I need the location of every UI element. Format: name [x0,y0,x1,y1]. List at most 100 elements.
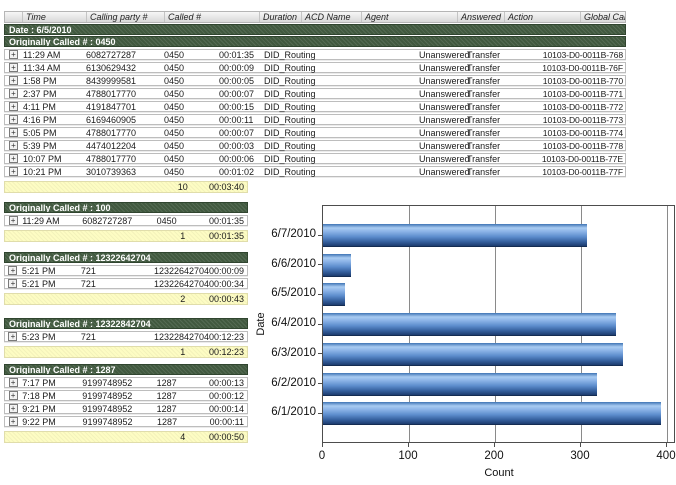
x-axis-tick [322,443,323,447]
expand-row-button[interactable]: + [9,167,18,176]
column-header-agent[interactable]: Agent [361,12,457,22]
expand-row-button[interactable]: + [9,89,18,98]
duration-cell: 00:00:13 [208,377,245,388]
table-header: Time Calling party # Called # Duration A… [4,11,626,23]
answered-cell: Unanswered [419,49,470,60]
called-number-cell: 0450 [164,166,185,177]
column-header-action[interactable]: Action [504,12,580,22]
acd-name-cell: DID_Routing [264,140,316,151]
table-row: +9:22 PM 9199748952 1287 00:00:11 [4,416,248,427]
answered-cell: Unanswered [419,140,470,151]
group-header: Originally Called # : 12322642704 [4,252,248,263]
calling-party-cell: 4788017770 [86,153,137,164]
expand-row-button[interactable]: + [9,63,18,72]
table-row: +5:21 PM 721 12322642704 00:00:34 [4,278,248,289]
duration-cell: 00:00:34 [208,278,245,289]
action-cell: Transfer [467,101,501,112]
calling-party-cell: 721 [80,331,96,342]
expand-row-button[interactable]: + [9,50,18,59]
duration-cell: 00:01:02 [219,166,255,177]
duration-cell: 00:00:09 [208,265,245,276]
expand-cell: + [5,417,21,426]
x-axis-tick-label: 0 [318,450,326,462]
calling-party-cell: 4788017770 [86,127,137,138]
expand-cell: + [5,279,21,288]
expand-row-button[interactable]: + [8,266,18,275]
expand-row-button[interactable]: + [8,378,18,387]
duration-cell: 00:00:15 [219,101,255,112]
y-axis-tick [318,235,322,236]
group-header: Originally Called # : 0450 [4,36,626,47]
group-summary-row: 10 00:03:40 [4,181,248,193]
global-call-id-cell: 10103-D0-0011B-77E [541,153,623,164]
table-row: +7:18 PM 9199748952 1287 00:00:12 [4,390,248,401]
duration-cell: 00:00:07 [219,88,255,99]
action-cell: Transfer [467,153,501,164]
expand-row-button[interactable]: + [9,115,18,124]
column-header-called[interactable]: Called # [164,12,259,22]
answered-cell: Unanswered [419,75,470,86]
duration-cell: 00:00:09 [219,62,255,73]
duration-cell: 00:00:11 [209,416,244,427]
table-row: +7:17 PM 9199748952 1287 00:00:13 [4,377,248,388]
column-header-global-call-id[interactable]: Global Call Id [580,12,625,22]
y-axis-tick [318,353,322,354]
action-cell: Transfer [467,114,501,125]
summary-total-duration: 00:03:40 [208,182,244,192]
table-row: +4:16 PM 6169460905 0450 00:00:11 DID_Routin… [4,114,626,125]
expand-row-button[interactable]: + [9,128,18,137]
time-cell: 10:21 PM [23,166,62,177]
duration-cell: 00:00:11 [219,114,254,125]
expand-row-button[interactable]: + [9,154,18,163]
gridline [667,206,668,442]
expand-row-button[interactable]: + [9,141,18,150]
calling-party-cell: 9199748952 [82,416,133,427]
y-axis-tick-label: 6/7/2010 [271,228,316,240]
column-header-acd-name[interactable]: ACD Name [301,12,361,22]
expand-row-button[interactable]: + [9,102,18,111]
calls-by-date-chart: 6/7/2010 6/6/2010 6/5/2010 6/4/2010 6/3/2010… [255,198,676,485]
acd-name-cell: DID_Routing [264,62,316,73]
expand-row-button[interactable]: + [8,404,18,413]
x-axis-title: Count [484,467,514,479]
called-number-cell: 1287 [156,390,177,401]
action-cell: Transfer [467,49,501,60]
table-row: +10:21 PM 3010739363 0450 00:01:02 DID_Routi… [4,166,626,177]
summary-total-duration: 00:00:43 [208,294,244,304]
call-group: Originally Called # : 12322842704 +5:23 P… [4,318,626,358]
expand-row-button[interactable]: + [8,332,18,341]
acd-name-cell: DID_Routing [264,49,316,60]
column-header-duration[interactable]: Duration [259,12,301,22]
time-cell: 5:21 PM [21,278,56,289]
y-axis-tick-label: 6/2/2010 [271,377,316,389]
duration-cell: 00:00:06 [219,153,255,164]
answered-cell: Unanswered [419,114,470,125]
called-number-cell: 0450 [164,75,185,86]
bar [323,343,623,366]
answered-cell: Unanswered [419,127,470,138]
expand-row-button[interactable]: + [8,417,18,426]
bar [323,224,587,247]
column-header-time[interactable]: Time [22,12,86,22]
duration-cell: 00:00:03 [219,140,255,151]
expand-row-button[interactable]: + [8,391,18,400]
expand-cell: + [5,391,21,400]
x-axis-tick [580,443,581,447]
calling-party-cell: 6082727287 [82,215,133,226]
expand-row-button[interactable]: + [8,279,18,288]
called-number-cell: 0450 [164,49,185,60]
column-header-answered[interactable]: Answered [457,12,504,22]
expand-row-button[interactable]: + [8,216,18,225]
table-row: +11:29 AM 6082727287 0450 00:01:35 DID_Routi… [4,49,626,60]
expand-cell: + [5,76,22,85]
table-row: +5:05 PM 4788017770 0450 00:00:07 DID_Routin… [4,127,626,138]
column-header-calling-party[interactable]: Calling party # [86,12,164,22]
summary-total-duration: 00:12:23 [208,347,244,357]
expand-row-button[interactable]: + [9,76,18,85]
group-summary-row: 1 00:01:35 [4,230,248,242]
expand-cell: + [5,154,22,163]
table-row: +4:11 PM 4191847701 0450 00:00:15 DID_Routin… [4,101,626,112]
plot-area [322,205,675,443]
global-call-id-cell: 10103-D0-0011B-771 [542,88,623,99]
